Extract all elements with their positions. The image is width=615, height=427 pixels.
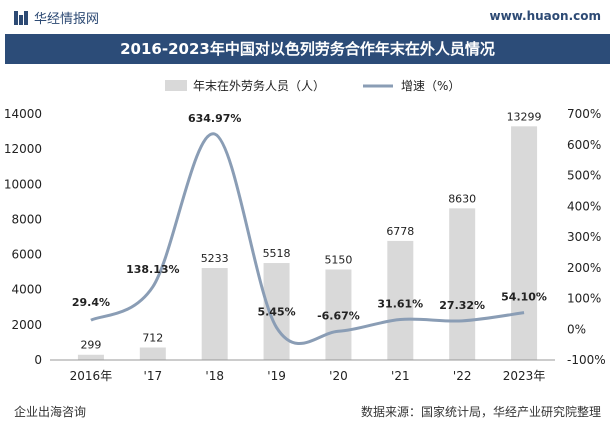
y-left-tick: 10000 [4, 177, 42, 191]
title-bar: 2016-2023年中国对以色列劳务合作年末在外人员情况 [5, 34, 610, 64]
x-tick-label: '17 [144, 369, 163, 383]
chart-title: 2016-2023年中国对以色列劳务合作年末在外人员情况 [120, 40, 495, 58]
bar [139, 347, 166, 360]
brand: 华经情报网 [14, 8, 99, 27]
brand-logo-icon [14, 11, 28, 25]
y-right-tick: 0% [567, 322, 586, 336]
growth-value-label: 31.61% [377, 298, 423, 311]
y-left-tick: 12000 [4, 142, 42, 156]
y-right-tick: -100% [567, 353, 606, 367]
bar [449, 208, 476, 360]
growth-value-label: 27.32% [439, 299, 485, 312]
x-tick-label: 2016年 [70, 369, 113, 383]
bar [387, 240, 414, 360]
bar-value-label: 712 [142, 331, 163, 344]
x-tick-label: '20 [329, 369, 348, 383]
footer-source: 数据来源：国家统计局，华经产业研究院整理 [360, 405, 601, 419]
bar [511, 126, 538, 361]
y-right-tick: 500% [567, 169, 601, 183]
bar-value-label: 8630 [448, 192, 476, 205]
legend-bar-label: 年末在外劳务人员（人） [193, 78, 325, 93]
x-tick-label: '21 [391, 369, 410, 383]
legend-line-label: 增速（%） [401, 79, 460, 93]
footer: 企业出海咨询 数据来源：国家统计局，华经产业研究院整理 [0, 397, 615, 427]
chart-svg: 年末在外劳务人员（人） 增速（%） 0 2000 4000 6000 8000 10000 12… [4, 78, 606, 383]
y-left-tick: 6000 [11, 248, 42, 262]
growth-value-label: 5.45% [257, 306, 295, 319]
x-tick-label: '22 [453, 369, 472, 383]
growth-value-label: 138.13% [126, 263, 179, 276]
y-right-tick: 300% [567, 230, 601, 244]
bar [201, 268, 228, 360]
bar-value-label: 299 [80, 339, 101, 352]
bar [77, 354, 104, 360]
y-left-tick: 8000 [11, 212, 42, 226]
growth-line [90, 132, 525, 345]
y-right-tick: 600% [567, 138, 601, 152]
y-right-tick: 700% [567, 107, 601, 121]
bar [325, 269, 352, 360]
growth-value-label: 29.4% [72, 296, 110, 309]
x-tick-label: 2023年 [503, 369, 546, 383]
y-right-tick: 100% [567, 292, 601, 306]
y-right-tick: 200% [567, 261, 601, 275]
y-left-tick: 14000 [4, 107, 42, 121]
bar-value-label: 5150 [324, 254, 352, 267]
footer-left: 企业出海咨询 [14, 405, 87, 419]
y-left-tick: 4000 [11, 283, 42, 297]
growth-value-label: -6.67% [317, 309, 360, 322]
x-tick-label: '18 [205, 369, 224, 383]
top-bar: 华经情报网 www.huaon.com [0, 0, 615, 34]
y-right-tick: 400% [567, 199, 601, 213]
legend-bar-swatch [165, 80, 187, 91]
bar-value-label: 5518 [263, 247, 291, 260]
site-url[interactable]: www.huaon.com [489, 9, 601, 23]
y-left-tick: 0 [34, 353, 42, 367]
growth-value-label: 54.10% [501, 291, 547, 304]
growth-value-label: 634.97% [188, 112, 241, 125]
x-tick-label: '19 [267, 369, 286, 383]
bar-value-label: 5233 [201, 252, 229, 265]
bar-value-label: 6778 [386, 225, 414, 238]
y-left-tick: 2000 [11, 318, 42, 332]
brand-name: 华经情报网 [34, 12, 100, 27]
bar-value-label: 13299 [507, 110, 542, 123]
